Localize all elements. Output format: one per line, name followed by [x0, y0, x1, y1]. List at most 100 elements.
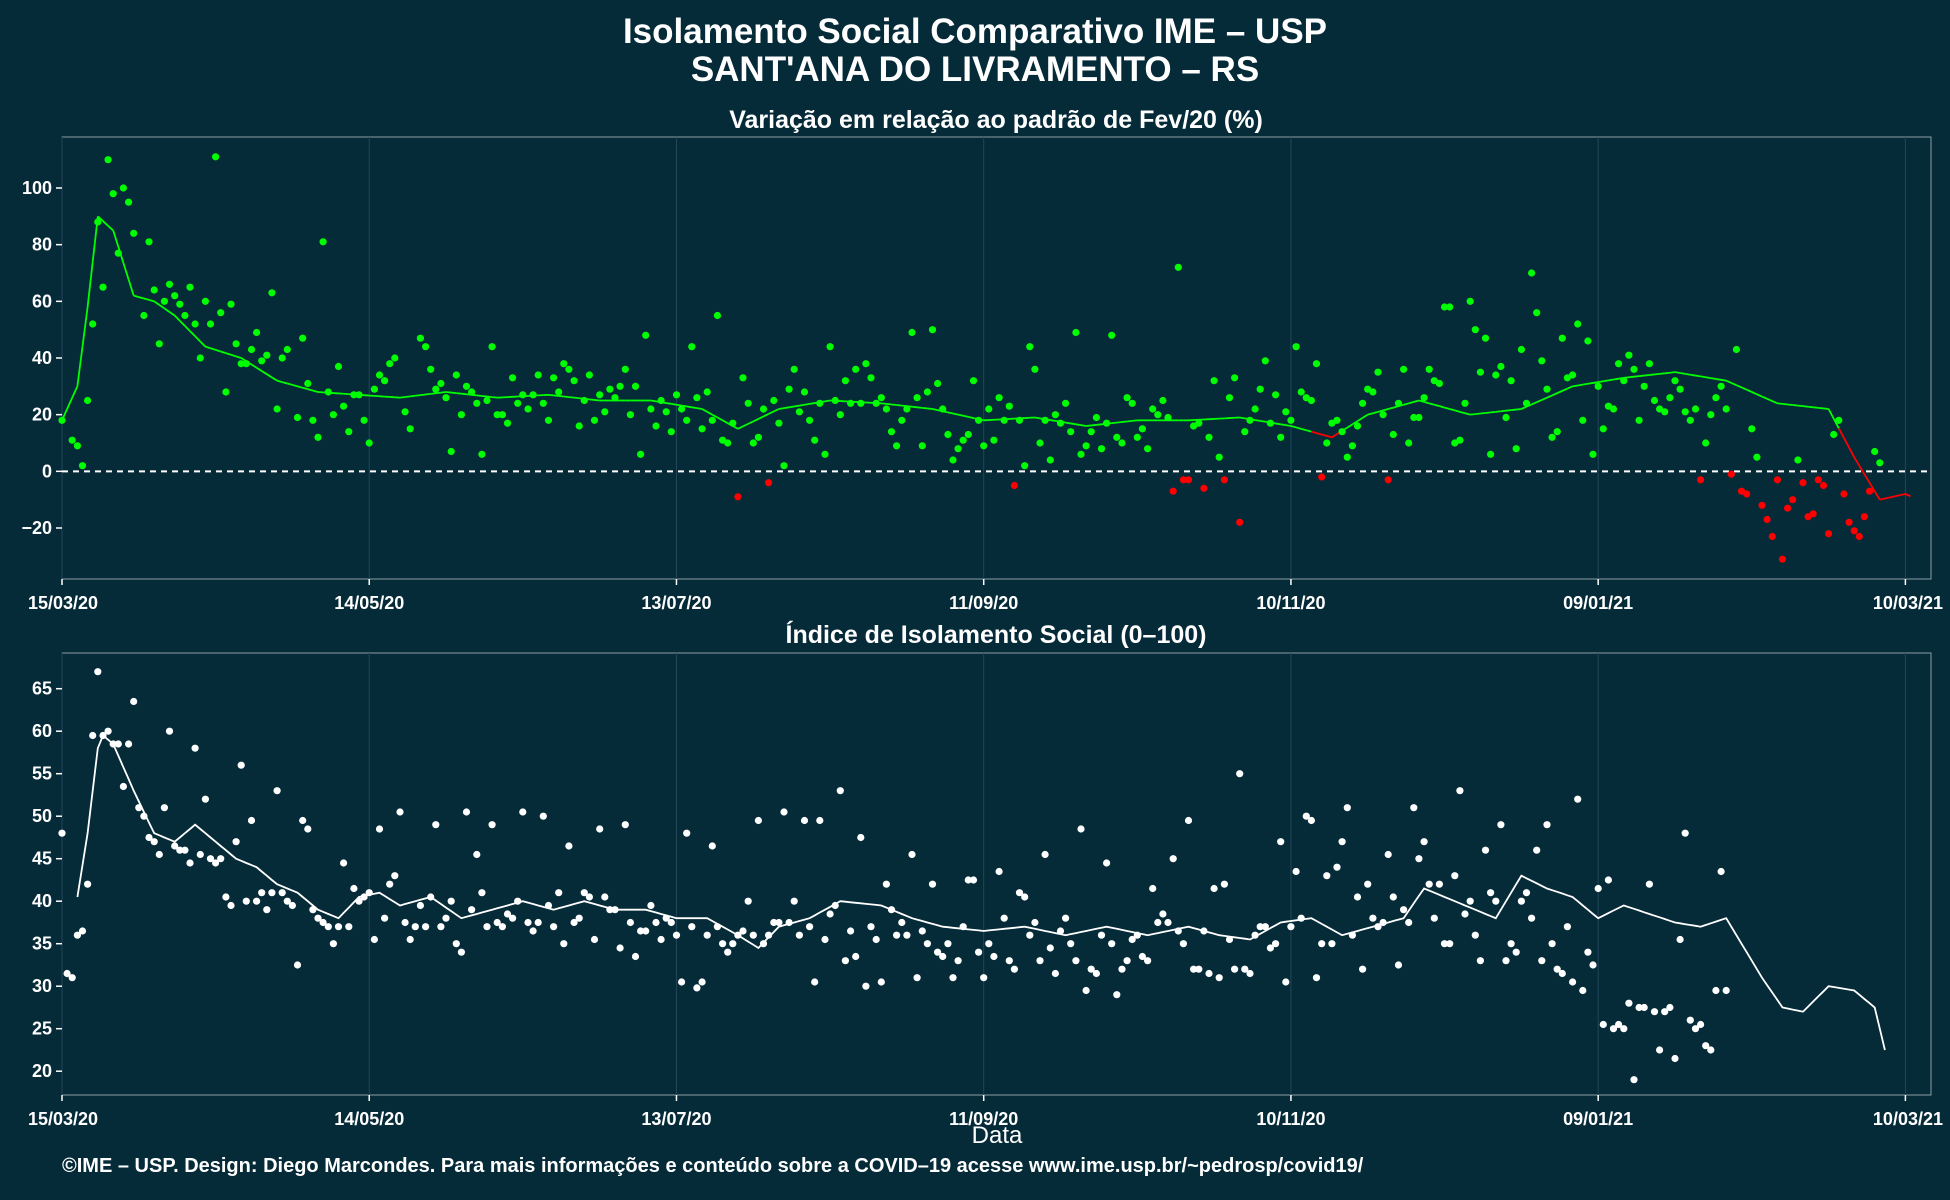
- data-point: [882, 405, 891, 413]
- data-point: [1282, 978, 1290, 986]
- trend-line-segment: [1669, 371, 1676, 374]
- trend-line-segment: [1695, 374, 1701, 378]
- data-point: [754, 816, 763, 825]
- data-point: [847, 927, 855, 935]
- data-point: [99, 731, 107, 740]
- trend-line-segment: [1613, 377, 1619, 381]
- y-tick-label: 20: [32, 405, 52, 425]
- data-point: [857, 399, 865, 407]
- trend-line-segment: [1587, 382, 1594, 385]
- trend-line-segment: [1628, 375, 1635, 379]
- data-point: [749, 439, 757, 447]
- trend-line-segment: [1797, 404, 1804, 408]
- trend-line-segment: [809, 402, 815, 405]
- data-point: [1666, 1003, 1674, 1012]
- data-point: [1015, 889, 1024, 897]
- data-point: [1379, 411, 1387, 419]
- data-point: [964, 430, 972, 439]
- trend-line-segment: [1541, 396, 1548, 401]
- data-point: [1067, 428, 1075, 436]
- data-point: [555, 388, 563, 396]
- data-point: [1543, 385, 1551, 393]
- data-point: [1220, 476, 1228, 484]
- data-point: [1292, 343, 1300, 351]
- data-point: [1671, 1054, 1679, 1063]
- data-point: [165, 727, 174, 735]
- data-point: [724, 948, 732, 956]
- data-point: [770, 396, 778, 405]
- data-point: [1241, 428, 1249, 436]
- trend-line-segment: [568, 396, 575, 399]
- data-point: [759, 940, 768, 948]
- data-point: [319, 918, 327, 927]
- data-point: [447, 897, 455, 905]
- trend-line-segment: [778, 407, 785, 410]
- y-tick-label: 0: [42, 461, 52, 481]
- trend-line-segment: [573, 396, 580, 400]
- data-point: [1036, 439, 1044, 447]
- trend-line-segment: [1285, 424, 1292, 427]
- data-point: [795, 408, 804, 416]
- data-point: [268, 289, 276, 297]
- data-point: [237, 761, 245, 769]
- data-point: [258, 889, 266, 897]
- data-point: [422, 343, 430, 351]
- trend-line-segment: [1075, 423, 1082, 427]
- data-point: [621, 365, 629, 373]
- data-point: [422, 923, 430, 931]
- data-point: [268, 889, 276, 897]
- trend-line-segment: [256, 366, 263, 372]
- trend-line-segment: [1351, 420, 1358, 426]
- data-point: [703, 388, 711, 396]
- trend-line-segment: [492, 396, 498, 399]
- data-point: [181, 846, 189, 854]
- data-point: [104, 727, 112, 735]
- trend-line-segment: [788, 405, 795, 409]
- data-point: [519, 391, 527, 399]
- data-point: [381, 377, 389, 385]
- data-point: [857, 833, 865, 842]
- data-point: [109, 740, 117, 748]
- data-point: [1231, 374, 1239, 382]
- data-point: [903, 405, 911, 413]
- trend-line-segment: [184, 325, 191, 332]
- data-point: [872, 935, 880, 944]
- data-point: [693, 394, 701, 402]
- data-point: [150, 838, 158, 846]
- chart-title-line2: SANT'ANA DO LIVRAMENTO – RS: [690, 50, 1260, 89]
- trend-line-segment: [1639, 374, 1645, 378]
- data-point: [63, 969, 71, 978]
- data-point: [1635, 1003, 1643, 1012]
- data-point: [160, 804, 168, 812]
- trend-line-segment: [558, 395, 564, 398]
- data-point: [1661, 1008, 1669, 1016]
- trend-line-segment: [215, 349, 222, 353]
- data-point: [806, 923, 814, 931]
- data-point: [1686, 416, 1694, 424]
- trend-line-segment: [281, 381, 288, 385]
- data-point: [1702, 1042, 1710, 1050]
- trend-line-segment: [1879, 497, 1886, 501]
- footer-credit: ©IME – USP. Design: Diego Marcondes. Par…: [62, 1155, 1364, 1177]
- data-point: [1845, 518, 1853, 526]
- data-point: [247, 816, 256, 825]
- data-point: [1128, 935, 1136, 944]
- trend-line-segment: [957, 413, 964, 417]
- data-point: [1789, 496, 1797, 504]
- trend-line-segment: [1449, 408, 1456, 412]
- trend-line-segment: [440, 391, 447, 394]
- data-point: [1026, 343, 1034, 351]
- data-point: [1871, 447, 1879, 456]
- data-point: [1333, 416, 1341, 424]
- data-point: [1241, 965, 1249, 973]
- data-point: [1215, 974, 1223, 982]
- trend-line-segment: [722, 419, 729, 424]
- data-point: [575, 422, 583, 430]
- data-point: [944, 940, 952, 948]
- trend-line-segment: [1674, 371, 1681, 374]
- data-point: [94, 218, 102, 226]
- data-point: [1492, 897, 1500, 905]
- data-point: [1323, 872, 1331, 880]
- trend-line-segment: [737, 425, 744, 430]
- trend-line-segment: [1260, 420, 1266, 423]
